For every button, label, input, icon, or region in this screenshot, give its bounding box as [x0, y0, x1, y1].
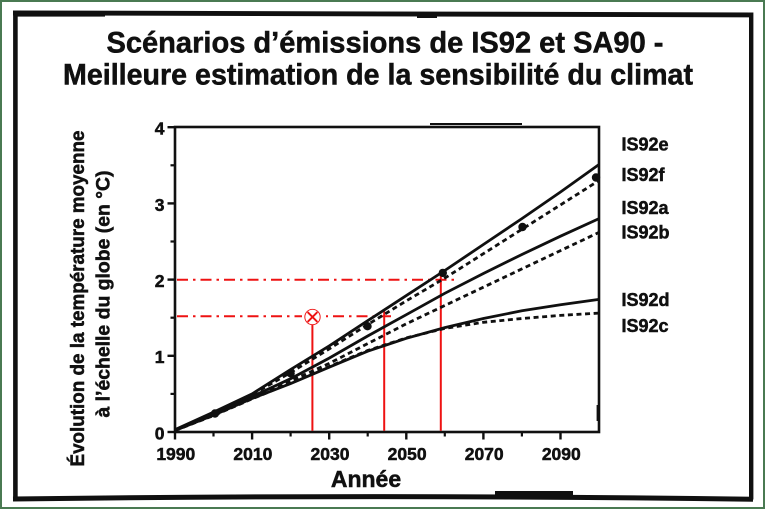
svg-text:IS92b: IS92b [622, 223, 670, 243]
svg-text:Évolution de la température mo: Évolution de la température moyenne [67, 131, 89, 467]
svg-text:Année: Année [331, 466, 401, 492]
svg-text:IS92c: IS92c [622, 316, 669, 336]
svg-text:à l’échelle du globe (en °C): à l’échelle du globe (en °C) [94, 171, 115, 418]
svg-text:3: 3 [155, 195, 165, 215]
svg-text:0: 0 [155, 423, 165, 443]
svg-text:2050: 2050 [388, 444, 427, 464]
svg-text:2090: 2090 [542, 444, 581, 464]
svg-text:2010: 2010 [233, 444, 272, 464]
svg-text:Scénarios d’émissions de IS92: Scénarios d’émissions de IS92 et SA90 - [107, 26, 664, 59]
svg-text:1: 1 [155, 347, 165, 367]
svg-text:2070: 2070 [465, 444, 504, 464]
svg-text:IS92a: IS92a [622, 198, 670, 218]
svg-text:IS92e: IS92e [622, 135, 669, 155]
svg-text:Meilleure estimation de la sen: Meilleure estimation de la sensibilité d… [63, 58, 693, 91]
svg-text:IS92d: IS92d [622, 290, 670, 310]
svg-text:4: 4 [155, 119, 165, 139]
svg-text:2030: 2030 [311, 444, 350, 464]
svg-text:1990: 1990 [156, 444, 195, 464]
svg-text:2: 2 [155, 271, 165, 291]
svg-text:IS92f: IS92f [622, 165, 666, 185]
